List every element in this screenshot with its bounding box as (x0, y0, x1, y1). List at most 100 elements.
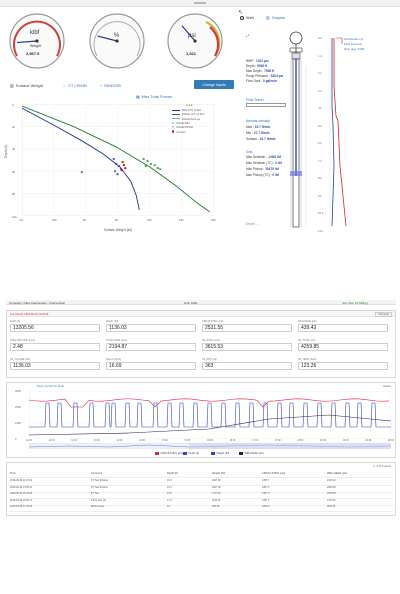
link-icon: ⇔ (62, 83, 66, 88)
ct-lpmin-tab[interactable]: ⇔ CT LPMIN (62, 83, 87, 88)
export-button[interactable]: Export (383, 385, 392, 388)
table-row[interactable]: 2018-08-18 13:55:31 ST Test Stripper 15.4 2… (7, 486, 395, 492)
legend-label: Current (176, 129, 186, 134)
expand-icon[interactable]: ⤢ (246, 33, 250, 38)
table-row[interactable]: 2018-08-18 16:50:17 Inflow Test (1) 17.0 11… (7, 499, 395, 505)
legend-entry: POOH (CT) & Drs (172, 112, 204, 116)
series-line (22, 105, 210, 213)
surface-weight-tab[interactable]: ▥ Surface Weight (10, 83, 43, 88)
gauge-value: 2,967.5 (26, 51, 40, 56)
trend-x-tick: 18:30 (320, 440, 326, 442)
table-cell: 2018-08-18 11:15:44 (10, 479, 33, 482)
readout-value: 2194.87 (106, 343, 196, 351)
gauge-needle (17, 40, 38, 44)
chart-icon: ▦ (136, 94, 140, 99)
readout-label: WELLHEAD (psi) (298, 320, 317, 323)
well-simulator-screen: klbf Weight 2,967.5 % psi 1,021 ▥ Surface… (0, 0, 400, 262)
readout-value: 16.69 (106, 362, 196, 370)
readout-label: Depth (ft) (10, 320, 20, 323)
readouts-panel: Job started: 2018-08-18 13:25:08 Compare… (6, 310, 396, 378)
x-axis-title: Surface Weight (lbf) (104, 228, 133, 232)
max-pickup-readout: Max Pickup : 10479 lbf (246, 167, 279, 171)
legend-swatch (239, 452, 243, 455)
table-row[interactable]: 2018-08-18 11:15:44 ST Test Stripper 15.4 2… (7, 479, 395, 485)
table-header-cell[interactable]: Weight (lbf) (212, 472, 226, 475)
trend-legend-item[interactable]: WELLHEAD (psi) (239, 452, 264, 455)
annular-surface-readout: Surface : 24.7 ft/min (246, 137, 276, 141)
readout-value: 2531.55 (202, 324, 292, 332)
job-header-strip: Company: Oilco Intervention - Interventi… (6, 300, 396, 305)
max-setdown-tc-readout: Max Setdown (TC) : 0 lbf (246, 161, 282, 165)
table-cell: 2145.48 (327, 479, 336, 482)
table-row[interactable]: 2018-08-18 15:44:09 PT Test 12.6 1747.02 135… (7, 492, 395, 498)
table-cell: Inflow Test (1) (91, 498, 106, 502)
gauge-unit-label: % (114, 33, 120, 39)
circulating-series (29, 398, 390, 408)
sensor-tab[interactable]: ↕ SENSOR (100, 83, 121, 88)
sensor-icon: ↕ (100, 83, 102, 88)
readout-label: RATE FRICTION (bpm) (10, 339, 36, 342)
table-cell: 2515.60 (327, 492, 336, 495)
y-tick-label: 10k (12, 214, 17, 219)
table-cell: 2652.90 (327, 485, 336, 489)
table-row-divider (9, 485, 393, 486)
legend-entry: × Actual RIH (172, 121, 189, 125)
trend-navigator[interactable] (29, 443, 391, 449)
table-cell: 1355.7 (262, 479, 270, 482)
table-cell: 17.0 (167, 498, 172, 502)
tab-graphs[interactable]: ▥ Graphs (266, 15, 285, 20)
y-tick-label: 0 (12, 102, 14, 107)
drag-grip-icon[interactable] (194, 2, 206, 4)
table-cell: 2175.42 (327, 498, 336, 502)
table-cell: 15.4 (167, 485, 172, 489)
compare-button[interactable]: Compare (375, 312, 392, 317)
trend-chart (29, 391, 391, 439)
trend-legend-item[interactable]: Weight (lbf) (211, 452, 229, 455)
readout-value: 13205.56 (10, 324, 100, 332)
table-cell: 2018-08-18 15:44:09 (10, 492, 33, 495)
cursor-icon: ↖ (238, 10, 244, 16)
tab-well[interactable]: Well (240, 15, 254, 20)
table-cell: 0.1 (167, 505, 171, 508)
table-header-cell[interactable]: WELLHEAD (psi) (327, 472, 348, 475)
fluid-travel-heading: Fluid Travel (246, 98, 264, 102)
x-tick-label: 5k (115, 218, 119, 222)
x-tick-label: -1k (19, 218, 24, 222)
legend-label: CIRCULATING (psi) (160, 452, 183, 455)
table-cell: 2207.08 (212, 485, 221, 489)
readout-value: 3615.53 (202, 343, 292, 351)
legend-swatch (211, 452, 215, 455)
x-tick-label: -10k (51, 218, 57, 222)
y-tick-label: 2k (12, 124, 16, 129)
table-header-cell[interactable]: Time (10, 472, 16, 475)
table-cell: 1135.46 (212, 498, 221, 502)
trend-x-tick: 12:30 (48, 440, 55, 442)
bar-chart-icon: ▥ (10, 83, 14, 88)
table-cell: PT Test (91, 492, 100, 495)
table-header-cell[interactable]: Depth (ft) (167, 472, 178, 475)
readout-value: 363 (202, 362, 292, 370)
max-total-forces-tab[interactable]: ▦ Max Total Forces (136, 94, 172, 99)
readout-label: Weight (lbf) (106, 320, 119, 323)
gauge-sub-label: Weight (30, 44, 42, 48)
table-cell: BHA change (91, 505, 105, 508)
trend-legend-item[interactable]: Depth (ft) (183, 452, 199, 455)
weight-series (29, 402, 391, 428)
legend-entry: Helical lock-up (172, 117, 200, 121)
depth-tick-label: 2 k (318, 71, 322, 75)
legend-label: Actual RIH (176, 120, 190, 125)
legend-toggle-icons[interactable]: ● ● ● (186, 103, 193, 107)
change-inputs-button[interactable]: Change Inputs (194, 80, 234, 89)
table-row[interactable]: 2018-08-18 17:18:22 BHA change 0.1 500.46 12… (7, 505, 395, 511)
zoom-controls[interactable]: Zoom: 1m 5m 1h 1d All (37, 385, 64, 388)
readout-value: 4259.85 (298, 343, 388, 351)
depth-tick-label: 0 k (318, 36, 322, 40)
table-header-cell[interactable]: CIRCULATING (psi) (262, 472, 286, 475)
legend-label: WELLHEAD (psi) (244, 452, 264, 455)
table-cell: 2018-08-18 13:55:31 (10, 485, 33, 489)
trend-frame (29, 391, 391, 439)
tab-graphs-label: Graphs (271, 15, 285, 20)
readout-label: N2_DIFF (psi) (202, 358, 218, 361)
table-header-cell[interactable]: Comment (91, 472, 103, 475)
trend-legend-item[interactable]: CIRCULATING (psi) (155, 452, 183, 455)
